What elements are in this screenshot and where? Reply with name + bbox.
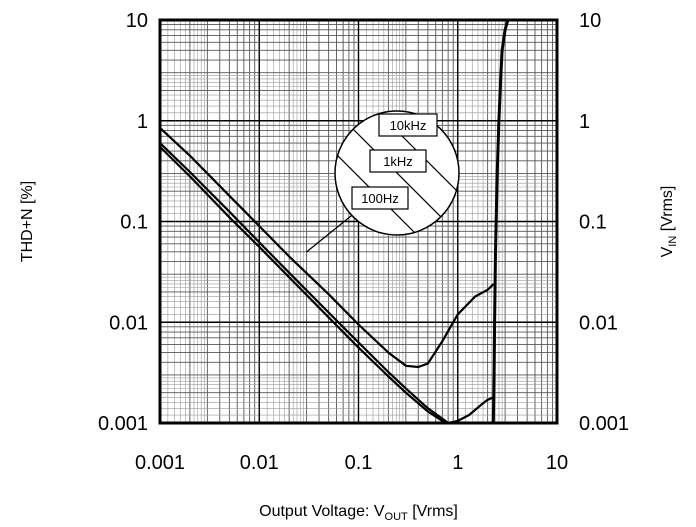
y-tick-label: 0.1 [120, 212, 148, 234]
y2-axis-title-sub: IN [667, 236, 679, 247]
y-tick-label: 1 [137, 111, 148, 133]
x-tick-label: 0.001 [135, 452, 185, 474]
legend-box [351, 186, 409, 210]
x-axis-title-sub: OUT [385, 511, 409, 523]
x-axis-title-tail: [Vrms] [408, 503, 458, 520]
series-line-v-in [491, 19, 510, 424]
series-line-1khz [159, 142, 449, 424]
legend-callout: 10kHz 1kHz 100Hz [306, 110, 460, 253]
x-axis-title-main: Output Voltage: V [259, 503, 385, 520]
y2-tick-label: 1 [579, 111, 590, 133]
y2-axis-title-tail: [Vrms] [659, 186, 676, 236]
y2-tick-label: 0.01 [579, 312, 618, 334]
y-tick-label: 10 [126, 10, 148, 32]
series-line-10khz [159, 127, 495, 369]
y-tick-label: 0.01 [109, 312, 148, 334]
x-tick-label: 10 [546, 452, 568, 474]
y2-tick-label: 0.001 [579, 413, 629, 435]
legend-box [378, 113, 438, 137]
plot-frame [158, 18, 559, 425]
x-tick-label: 1 [452, 452, 463, 474]
legend-label: 10kHz [390, 118, 427, 133]
series-line-100hz [159, 146, 495, 425]
y-axis-title: THD+N [%] [19, 181, 36, 262]
legend-boxes: 10kHz 1kHz 100Hz [351, 113, 438, 210]
legend-pointer-line [306, 211, 357, 253]
series-group [159, 19, 510, 425]
legend-diagonal [335, 111, 431, 235]
y-tick-label: 0.001 [98, 413, 148, 435]
tick-labels: 0.001 0.01 0.1 1 10 0.001 0.01 0.1 1 10 0.001 0.01 0… [98, 10, 629, 474]
y2-axis-title-main: V [659, 246, 676, 257]
legend-label: 1kHz [383, 154, 413, 169]
x-tick-label: 0.01 [240, 452, 279, 474]
legend-box [369, 149, 427, 173]
y2-axis-title: VIN [Vrms] [659, 186, 679, 258]
x-tick-label: 0.1 [345, 452, 373, 474]
x-axis-title: Output Voltage: VOUT [Vrms] [259, 503, 458, 523]
legend-label: 100Hz [361, 191, 399, 206]
y2-tick-label: 0.1 [579, 212, 607, 234]
y2-tick-label: 10 [579, 10, 601, 32]
